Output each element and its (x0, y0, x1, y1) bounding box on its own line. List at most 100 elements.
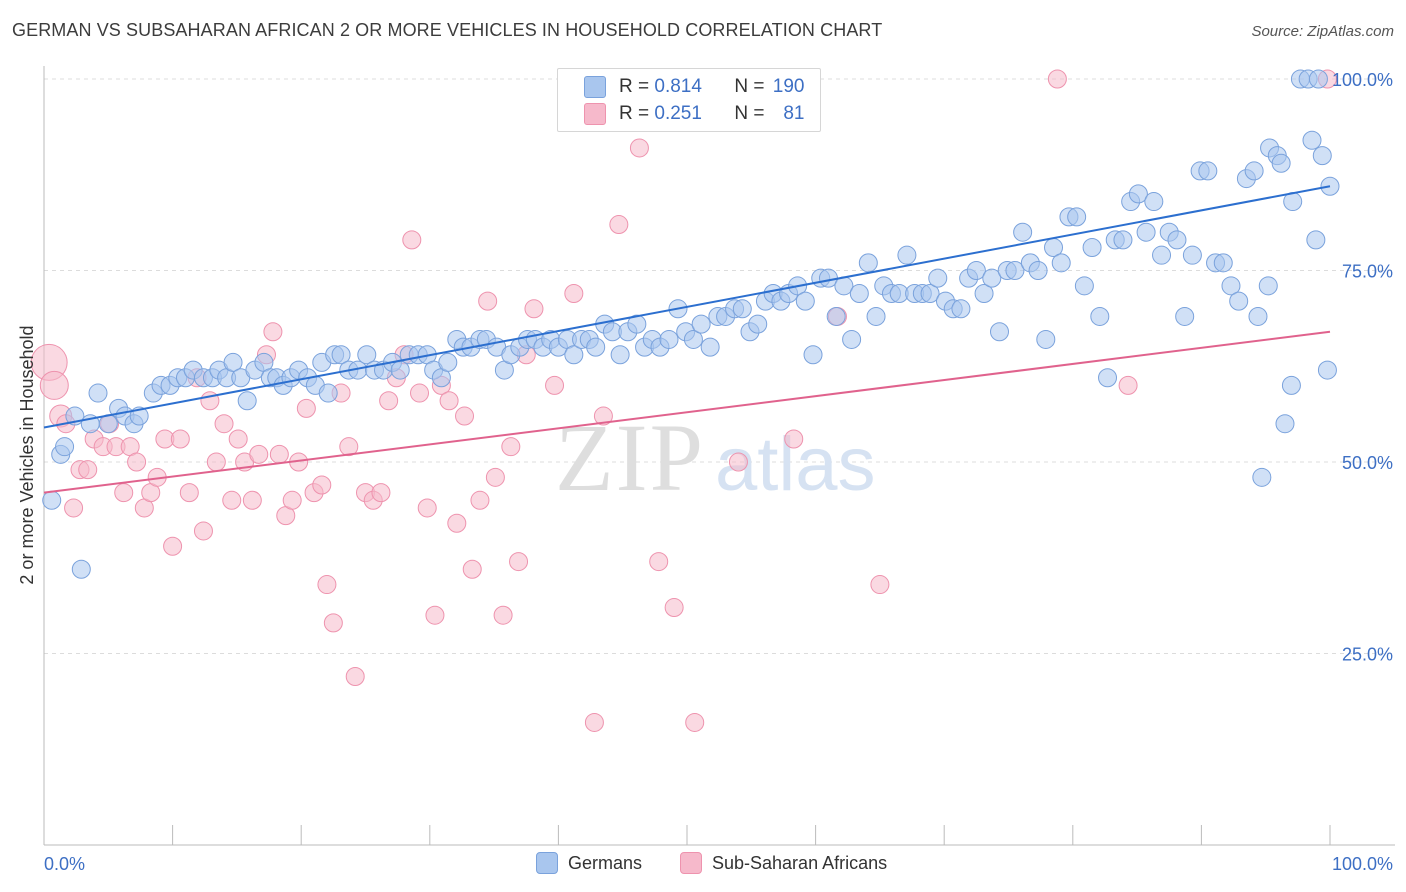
data-point-germans (55, 437, 75, 457)
data-point-germans (920, 283, 940, 303)
data-point-germans (1258, 276, 1278, 296)
legend-item-africans[interactable]: Sub-Saharan Africans (680, 852, 887, 874)
data-point-germans (1013, 222, 1033, 242)
data-point-germans (795, 291, 815, 311)
y-tick-label: 50.0% (1342, 453, 1393, 473)
legend-swatch-germans (584, 76, 606, 98)
legend-n-value: 81 (783, 103, 805, 124)
data-point-germans (1082, 238, 1102, 258)
data-point-germans (683, 329, 703, 349)
data-point-sub-saharan-africans (127, 452, 147, 472)
data-point-sub-saharan-africans (685, 712, 705, 732)
data-point-sub-saharan-africans (439, 391, 459, 411)
series-sub-saharan-africans (30, 69, 1337, 732)
data-point-germans (1090, 306, 1110, 326)
data-point-sub-saharan-africans (784, 429, 804, 449)
legend-row-africans: R = 0.251 N = 81 (584, 102, 805, 126)
data-point-germans (700, 337, 720, 357)
data-point-sub-saharan-africans (584, 712, 604, 732)
data-point-sub-saharan-africans (193, 521, 213, 541)
legend-r-label: R = (619, 76, 650, 97)
data-point-germans (1248, 306, 1268, 326)
axes (43, 66, 1395, 846)
data-point-sub-saharan-africans (593, 406, 613, 426)
legend-item-germans[interactable]: Germans (536, 852, 642, 874)
data-point-germans (1229, 291, 1249, 311)
data-point-sub-saharan-africans (64, 498, 84, 518)
data-point-germans (331, 345, 351, 365)
data-point-germans (974, 283, 994, 303)
data-point-germans (989, 322, 1009, 342)
legend-label-germans: Germans (568, 852, 643, 873)
data-point-germans (1302, 130, 1322, 150)
data-point-sub-saharan-africans (312, 475, 332, 495)
data-point-germans (858, 253, 878, 273)
data-point-germans (357, 345, 377, 365)
data-point-sub-saharan-africans (296, 398, 316, 418)
data-point-germans (691, 314, 711, 334)
legend-n-label: N = (734, 103, 765, 124)
data-point-sub-saharan-africans (222, 490, 242, 510)
data-point-sub-saharan-africans (462, 559, 482, 579)
legend-n-value: 190 (772, 76, 805, 97)
y-tick-label: 100.0% (1332, 70, 1393, 90)
data-point-germans (928, 268, 948, 288)
data-point-germans (897, 245, 917, 265)
x-tick-labels: 0.0% 100.0% (44, 854, 1393, 874)
legend-swatch-africans (584, 103, 606, 125)
data-point-sub-saharan-africans (609, 215, 629, 235)
data-point-sub-saharan-africans (228, 429, 248, 449)
source-label: Source: ZipAtlas.com (1251, 23, 1394, 40)
data-point-sub-saharan-africans (417, 498, 437, 518)
x-tick-label: 100.0% (1332, 854, 1393, 874)
legend-r-value: 0.251 (654, 103, 702, 124)
data-point-sub-saharan-africans (1047, 69, 1067, 89)
legend-n-label: N = (734, 76, 765, 97)
y-axis-label: 2 or more Vehicles in Household (17, 325, 37, 584)
data-point-germans (1167, 230, 1187, 250)
data-point-germans (1152, 245, 1172, 265)
data-point-sub-saharan-africans (78, 460, 98, 480)
data-point-germans (866, 306, 886, 326)
data-point-sub-saharan-africans (629, 138, 649, 158)
data-point-germans (1144, 192, 1164, 212)
data-point-germans (982, 268, 1002, 288)
data-point-germans (951, 299, 971, 319)
data-point-germans (586, 337, 606, 357)
data-point-sub-saharan-africans (564, 283, 584, 303)
data-point-sub-saharan-africans (317, 575, 337, 595)
data-point-germans (1098, 368, 1118, 388)
data-point-sub-saharan-africans (263, 322, 283, 342)
data-point-germans (237, 391, 257, 411)
y-tick-labels: 25.0% 50.0% 75.0% 100.0% (1332, 70, 1393, 665)
data-point-germans (1128, 184, 1148, 204)
data-point-germans (564, 345, 584, 365)
data-point-germans (1198, 161, 1218, 181)
data-point-germans (1175, 306, 1195, 326)
legend-r-value: 0.814 (654, 76, 702, 97)
data-point-germans (1244, 161, 1264, 181)
data-point-sub-saharan-africans (524, 299, 544, 319)
data-point-sub-saharan-africans (455, 406, 475, 426)
y-tick-label: 25.0% (1342, 645, 1393, 665)
data-point-germans (1182, 245, 1202, 265)
data-point-germans (1067, 207, 1087, 227)
data-point-germans (1275, 414, 1295, 434)
data-point-germans (129, 406, 149, 426)
data-point-germans (1312, 146, 1332, 166)
data-point-sub-saharan-africans (447, 513, 467, 533)
data-point-sub-saharan-africans (493, 605, 513, 625)
data-point-sub-saharan-africans (501, 437, 521, 457)
data-point-sub-saharan-africans (649, 552, 669, 572)
data-point-germans (1317, 360, 1337, 380)
data-point-germans (803, 345, 823, 365)
data-point-sub-saharan-africans (425, 605, 445, 625)
data-point-germans (627, 314, 647, 334)
data-point-sub-saharan-africans (728, 452, 748, 472)
data-point-sub-saharan-africans (269, 444, 289, 464)
data-point-sub-saharan-africans (870, 575, 890, 595)
data-point-germans (849, 283, 869, 303)
trend-line-sub-saharan-africans (43, 330, 1331, 494)
data-point-germans (610, 345, 630, 365)
data-point-sub-saharan-africans (163, 536, 183, 556)
